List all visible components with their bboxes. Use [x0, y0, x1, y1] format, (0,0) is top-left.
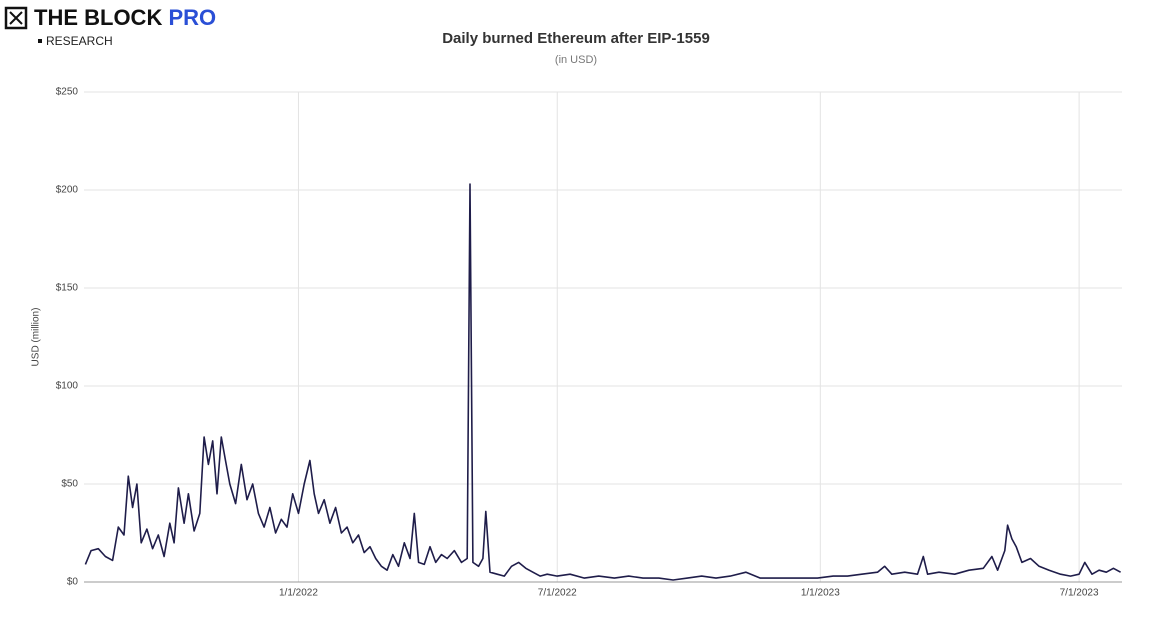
brand-name-text: THE BLOCK	[34, 5, 162, 30]
x-tick-label: 1/1/2022	[279, 588, 318, 599]
brand-sub: RESEARCH	[46, 34, 113, 48]
logo-icon	[4, 6, 28, 30]
brand-name: THE BLOCK PRO	[34, 5, 216, 30]
y-tick-label: $150	[56, 283, 79, 294]
y-tick-label: $200	[56, 185, 79, 196]
chart-subtitle: (in USD)	[555, 54, 597, 66]
brand-pro: PRO	[168, 5, 216, 30]
y-tick-label: $100	[56, 381, 79, 392]
data-line	[84, 183, 1121, 581]
x-tick-label: 7/1/2023	[1060, 588, 1099, 599]
y-tick-label: $0	[67, 577, 79, 588]
logo-icon-cross	[9, 11, 23, 25]
y-axis-label: USD (million)	[31, 308, 42, 367]
y-tick-label: $250	[56, 87, 79, 98]
y-tick-label: $50	[61, 479, 78, 490]
x-tick-label: 7/1/2022	[538, 588, 577, 599]
brand-bullet	[38, 39, 42, 43]
chart-title: Daily burned Ethereum after EIP-1559	[442, 30, 710, 47]
x-tick-label: 1/1/2023	[801, 588, 840, 599]
logo: THE BLOCK PRO RESEARCH	[4, 5, 216, 48]
